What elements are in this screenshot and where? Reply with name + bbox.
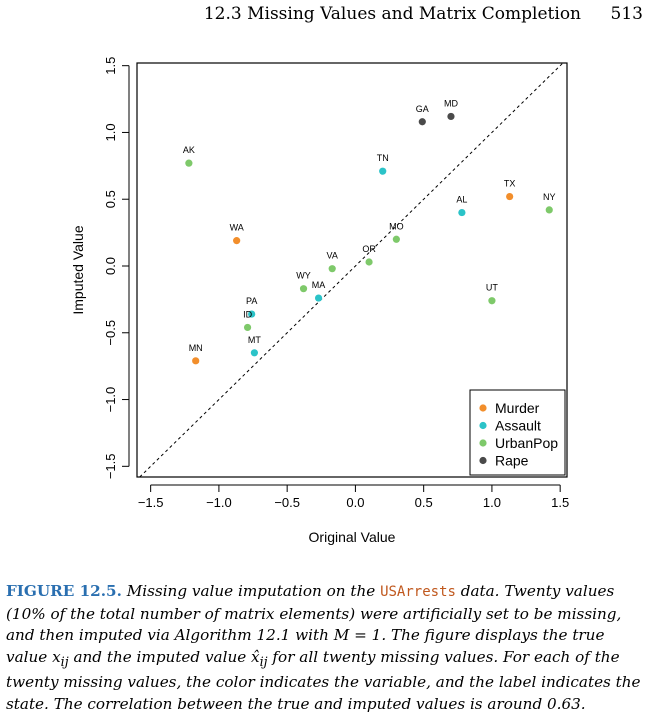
data-point-or <box>365 258 373 266</box>
point-label-id: ID <box>243 309 253 319</box>
figure-caption: FIGURE 12.5. Missing value imputation on… <box>6 581 646 716</box>
point-label-mo: MO <box>389 221 404 231</box>
legend-label-urbanpop: UrbanPop <box>495 435 558 451</box>
data-point-pa <box>248 310 256 318</box>
caption-text-1: Missing value imputation on the <box>121 582 381 600</box>
y-tick-label: −1.0 <box>103 387 118 413</box>
point-label-md: MD <box>444 98 458 108</box>
data-point-mt <box>250 349 258 357</box>
data-point-mo <box>392 235 400 243</box>
x-tick-label: 1.0 <box>483 495 501 510</box>
data-point-mn <box>192 357 200 365</box>
caption-text-3: and the imputed value x̂ <box>68 647 260 666</box>
data-point-va <box>328 265 336 273</box>
x-tick-label: −1.0 <box>206 495 232 510</box>
page-number: 513 <box>610 4 643 24</box>
data-point-ak <box>185 159 193 167</box>
x-tick-label: 1.5 <box>551 495 569 510</box>
point-label-or: OR <box>362 244 376 254</box>
x-tick-label: −1.5 <box>138 495 164 510</box>
x-axis-title: Original Value <box>309 529 396 545</box>
point-label-ak: AK <box>183 145 195 155</box>
x-tick-label: 0.0 <box>346 495 364 510</box>
scatter-chart: −1.5 −1.0 −0.5 0.0 0.5 1.0 1.5 −1.5 −1.0 −0.5 0.0… <box>70 57 569 545</box>
y-tick-label: 0.0 <box>103 257 118 275</box>
data-points: WA MN TX TN AL MA PA MT AK NY MO OR VA WY ID UT GA MD <box>183 98 556 365</box>
point-label-al: AL <box>456 195 467 205</box>
subscript-ij: ij <box>60 653 69 669</box>
data-point-al <box>458 208 466 217</box>
caption-text-4: for all twenty missing values. For each … <box>6 647 641 713</box>
data-point-tx <box>506 192 514 201</box>
figure-label: FIGURE 12.5. <box>6 582 122 600</box>
y-tick-label: −0.5 <box>103 320 118 346</box>
identity-reference-line <box>139 62 564 478</box>
point-label-tx: TX <box>504 179 516 189</box>
data-point-tn <box>379 167 387 175</box>
plot-frame <box>136 62 568 478</box>
running-title: 12.3 Missing Values and Matrix Completio… <box>203 4 581 24</box>
x-tick-label: −0.5 <box>274 495 300 510</box>
legend-marker-murder <box>479 404 487 412</box>
legend-label-assault: Assault <box>495 418 541 434</box>
data-point-ma <box>314 294 323 302</box>
point-label-pa: PA <box>246 296 257 306</box>
point-label-ma: MA <box>312 280 326 290</box>
point-label-wa: WA <box>230 223 244 233</box>
point-label-ut: UT <box>486 283 498 293</box>
caption-text-2: data. Twenty values (10% of the total nu… <box>6 582 622 666</box>
y-axis-title: Imputed Value <box>70 225 86 314</box>
y-tick-label: −1.5 <box>103 453 118 479</box>
point-label-va: VA <box>327 251 338 261</box>
subscript-ij-hat: ij <box>259 653 268 669</box>
data-point-ut <box>488 297 496 305</box>
data-point-ny <box>545 206 553 214</box>
legend-marker-urbanpop <box>479 439 487 447</box>
point-label-ga: GA <box>416 104 429 114</box>
data-point-wa <box>233 237 241 245</box>
point-label-mn: MN <box>189 343 203 353</box>
y-tick-label: 1.5 <box>103 57 118 75</box>
point-label-tn: TN <box>377 153 389 163</box>
y-tick-label: 0.5 <box>103 190 118 208</box>
point-label-ny: NY <box>543 192 556 202</box>
y-tick-label: 1.0 <box>103 123 118 141</box>
x-tick-label: 0.5 <box>415 495 433 510</box>
legend-label-murder: Murder <box>495 400 540 416</box>
data-point-ga <box>418 118 426 126</box>
legend-marker-rape <box>479 456 487 465</box>
legend-label-rape: Rape <box>495 453 529 469</box>
page-header: 12.3 Missing Values and Matrix Completio… <box>0 2 651 26</box>
point-label-wy: WY <box>296 271 311 281</box>
data-point-id <box>243 323 252 332</box>
dataset-name: USArrests <box>380 584 456 600</box>
x-axis: −1.5 −1.0 −0.5 0.0 0.5 1.0 1.5 <box>138 484 569 510</box>
legend-marker-assault <box>479 421 487 430</box>
data-point-md <box>447 112 455 121</box>
y-axis: −1.5 −1.0 −0.5 0.0 0.5 1.0 1.5 <box>103 57 130 479</box>
point-label-mt: MT <box>248 335 261 345</box>
data-point-wy <box>299 285 308 293</box>
